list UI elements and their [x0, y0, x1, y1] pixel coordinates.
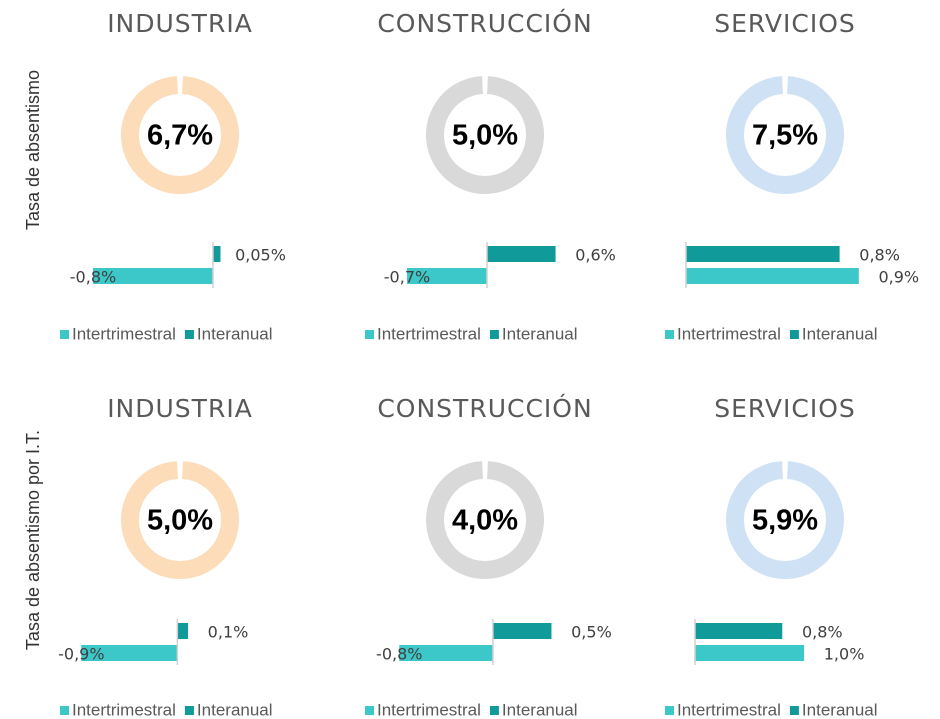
donut-label: 5,9% [752, 505, 818, 537]
donut-ring [426, 461, 544, 579]
bar [213, 246, 221, 262]
value-label: -0,9% [58, 645, 104, 664]
legend-swatch [60, 330, 69, 339]
legend-swatch [489, 706, 499, 715]
legend-label: Intertrimestral [72, 324, 176, 343]
value-label: -0,7% [384, 268, 430, 287]
donut-label: 7,5% [752, 120, 818, 152]
legend-label: Interanual [802, 700, 878, 719]
donut-label: 5,0% [452, 120, 518, 152]
panel-title: INDUSTRIA [107, 9, 253, 38]
bar [407, 268, 487, 284]
legend-swatch [789, 330, 799, 339]
value-label: 0,6% [575, 246, 616, 265]
row-label: Tasa de absentismo por I.T. [23, 430, 43, 650]
donut-ring [726, 461, 844, 579]
value-label: 0,05% [235, 246, 286, 265]
legend-label: Interanual [197, 700, 273, 719]
legend-label: Interanual [502, 700, 578, 719]
legend-swatch [489, 330, 499, 339]
value-label: -0,8% [376, 645, 422, 664]
bar [695, 645, 805, 661]
legend-swatch [184, 706, 194, 715]
value-label: 0,1% [208, 623, 249, 642]
value-label: 0,9% [878, 268, 919, 287]
bar [81, 645, 178, 661]
bar [487, 246, 556, 262]
legend-swatch [665, 706, 674, 715]
legend-label: Intertrimestral [377, 700, 481, 719]
legend-label: Interanual [197, 324, 273, 343]
value-label: 0,8% [802, 623, 843, 642]
donut-ring [426, 76, 544, 194]
bar [686, 268, 859, 284]
legend-label: Interanual [802, 324, 878, 343]
legend-label: Intertrimestral [377, 324, 481, 343]
donut-ring [121, 76, 239, 194]
legend-swatch [184, 330, 194, 339]
donut-label: 4,0% [452, 505, 518, 537]
donut-label: 5,0% [147, 505, 213, 537]
panel-title: CONSTRUCCIÓN [377, 393, 592, 423]
legend-swatch [365, 706, 374, 715]
bar [492, 623, 552, 639]
value-label: 0,8% [859, 246, 900, 265]
bar [93, 268, 213, 284]
donut-ring [726, 76, 844, 194]
bar [177, 623, 188, 639]
bar [686, 246, 840, 262]
legend-label: Interanual [502, 324, 578, 343]
panel-title: INDUSTRIA [107, 394, 253, 423]
panel-title: SERVICIOS [714, 9, 856, 38]
legend-label: Intertrimestral [72, 700, 176, 719]
legend-swatch [60, 706, 69, 715]
donut-ring [121, 461, 239, 579]
value-label: 0,5% [571, 623, 612, 642]
legend-label: Intertrimestral [677, 324, 781, 343]
row-label: Tasa de absentismo [23, 70, 43, 230]
panel-title: SERVICIOS [714, 394, 856, 423]
bar [695, 623, 783, 639]
bar [399, 645, 493, 661]
donut-label: 6,7% [147, 120, 213, 152]
legend-swatch [665, 330, 674, 339]
legend-swatch [789, 706, 799, 715]
panel-title: CONSTRUCCIÓN [377, 8, 592, 38]
legend-label: Intertrimestral [677, 700, 781, 719]
value-label: 1,0% [824, 645, 865, 664]
value-label: -0,8% [70, 268, 116, 287]
legend-swatch [365, 330, 374, 339]
